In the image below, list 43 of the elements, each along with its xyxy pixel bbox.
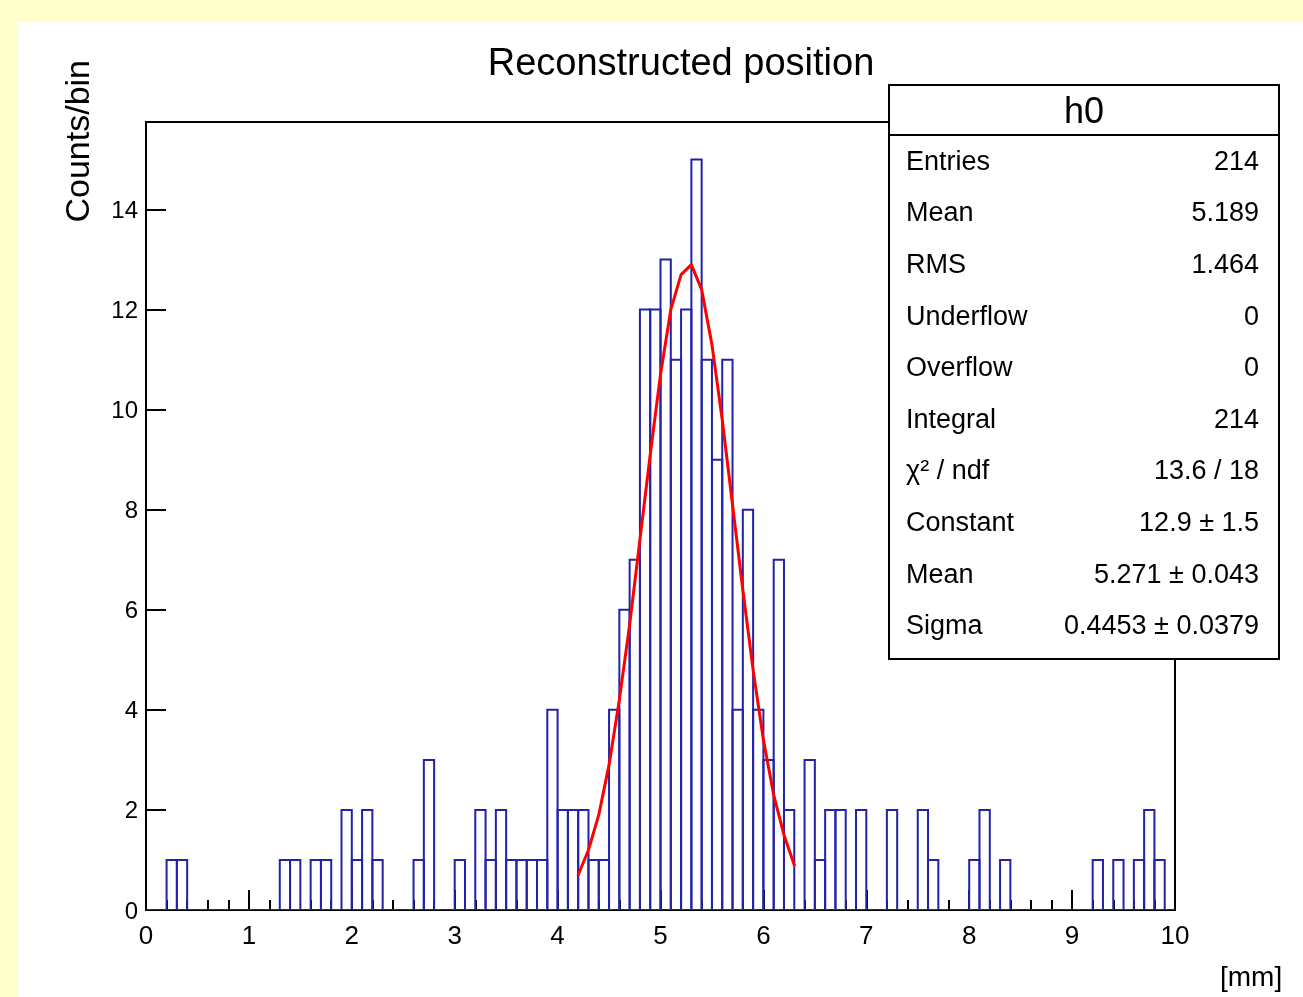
text: 0: [1243, 352, 1259, 383]
y-tick-label: 4: [124, 696, 138, 724]
x-tick-label: 1: [241, 920, 257, 950]
y-axis-title: Counts/bin: [58, 60, 96, 223]
text: 0: [1243, 300, 1259, 331]
annotation: Integral: [906, 403, 997, 434]
x-axis-title: [mm]: [1220, 960, 1283, 992]
y-tick-label: 6: [124, 596, 138, 624]
x-tick-label: 4: [550, 920, 565, 950]
x-tick-label: 8: [961, 920, 977, 950]
annotation: 0.4453 ± 0.0379: [1064, 610, 1259, 641]
annotation: h0: [1063, 89, 1105, 131]
annotation: Underflow: [906, 300, 1029, 331]
annotation: RMS: [906, 249, 966, 279]
y-tick-label: 12: [111, 296, 138, 324]
text: 214: [1213, 403, 1259, 434]
annotation: 5.271 ± 0.043: [1094, 558, 1259, 589]
annotation: Entries: [906, 145, 991, 176]
x-tick-label: 5: [653, 920, 668, 950]
y-tick-label: 14: [111, 196, 138, 224]
text: 1.464: [1191, 249, 1259, 279]
x-tick-label: 6: [756, 920, 771, 950]
annotation: χ² / ndf: [906, 455, 990, 486]
chart-title: Reconstructed position: [487, 41, 875, 83]
y-tick-label: 10: [111, 396, 138, 424]
y-tick-label: 0: [124, 896, 138, 924]
annotation: Overflow: [906, 352, 1014, 383]
annotation: Sigma: [906, 610, 984, 641]
x-tick-label: 10: [1160, 920, 1190, 950]
annotation: Mean: [906, 197, 974, 228]
text: 5.189: [1191, 197, 1259, 228]
line-series: [576, 263, 796, 877]
annotation: 13.6 / 18: [1153, 455, 1259, 486]
x-tick-label: 9: [1064, 920, 1080, 950]
annotation: Mean: [906, 558, 974, 589]
x-tick-label: 2: [344, 920, 360, 950]
x-tick-label: 7: [859, 920, 874, 950]
y-tick-label: 8: [124, 496, 138, 524]
annotation: 12.9 ± 1.5: [1139, 507, 1259, 537]
y-tick-label: 2: [124, 796, 138, 824]
x-tick-label: 3: [447, 920, 462, 950]
text: 214: [1213, 145, 1259, 176]
annotation: Constant: [906, 507, 1015, 537]
